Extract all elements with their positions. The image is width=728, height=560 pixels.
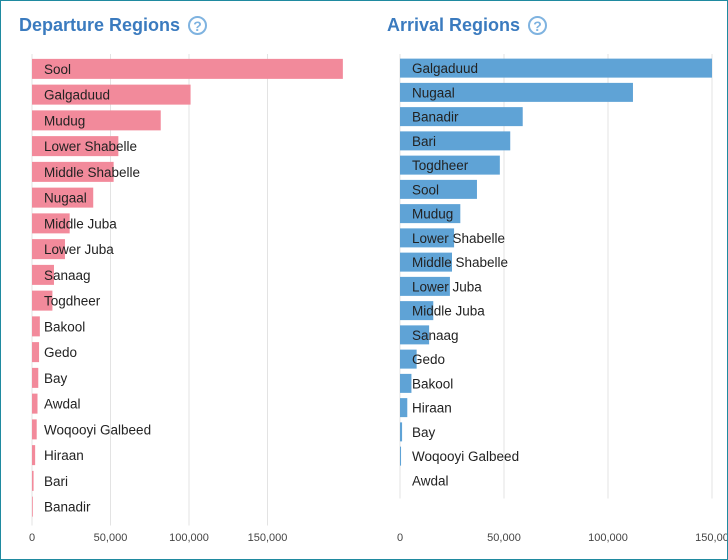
- departure-bar-label: Middle Juba: [44, 216, 117, 231]
- arrival-bar[interactable]: [400, 155, 500, 175]
- arrival-bar[interactable]: [400, 179, 477, 199]
- arrival-bar[interactable]: [400, 398, 408, 418]
- question-circle-icon[interactable]: ?: [188, 16, 208, 35]
- departure-bar[interactable]: [32, 58, 343, 79]
- departure-bar-label: Middle Shabelle: [44, 165, 140, 180]
- arrival-bar-label: Galgaduud: [412, 61, 478, 76]
- departure-panel-title: Departure Regions ?: [19, 15, 208, 36]
- arrival-bar[interactable]: [400, 204, 461, 224]
- departure-bar[interactable]: [32, 496, 33, 517]
- departure-bar[interactable]: [32, 393, 38, 414]
- arrival-bar[interactable]: [400, 58, 712, 78]
- departure-tick-label: 100,000: [169, 532, 209, 544]
- departure-bar[interactable]: [32, 136, 119, 157]
- arrival-bar-label: Bari: [412, 134, 436, 149]
- departure-bar[interactable]: [32, 316, 40, 337]
- arrival-tick-label: 50,000: [487, 532, 521, 544]
- arrival-bar-label: Middle Shabelle: [412, 255, 508, 270]
- arrival-bar[interactable]: [400, 107, 523, 127]
- arrival-bar-label: Woqooyi Galbeed: [412, 449, 519, 464]
- arrival-bar-label: Awdal: [412, 473, 449, 488]
- arrival-bar[interactable]: [400, 373, 412, 393]
- departure-tick-label: 0: [29, 532, 35, 544]
- departure-bar-label: Sanaag: [44, 268, 91, 283]
- arrival-bar-label: Gedo: [412, 352, 445, 367]
- departure-bar-label: Lower Shabelle: [44, 139, 137, 154]
- departure-bar-label: Awdal: [44, 397, 81, 412]
- departure-bar-label: Galgaduud: [44, 88, 110, 103]
- arrival-bar[interactable]: [400, 301, 434, 321]
- arrival-bar-label: Bay: [412, 425, 436, 440]
- arrival-bar-label: Sanaag: [412, 328, 459, 343]
- arrival-bar[interactable]: [400, 82, 633, 102]
- departure-title-text: Departure Regions: [19, 15, 181, 35]
- departure-bar-label: Woqooyi Galbeed: [44, 422, 151, 437]
- arrival-bar-label: Bakool: [412, 376, 453, 391]
- departure-bar[interactable]: [32, 419, 37, 440]
- departure-bar[interactable]: [32, 264, 54, 285]
- arrival-bar-label: Lower Shabelle: [412, 231, 505, 246]
- arrival-bar-label: Middle Juba: [412, 304, 485, 319]
- departure-bar-label: Gedo: [44, 345, 77, 360]
- departure-bar-label: Nugaal: [44, 191, 87, 206]
- arrival-bar[interactable]: [400, 276, 450, 296]
- departure-bar-label: Lower Juba: [44, 242, 114, 257]
- departure-tick-label: 50,000: [94, 532, 128, 544]
- arrival-bar[interactable]: [400, 252, 452, 272]
- departure-bar[interactable]: [32, 84, 191, 105]
- arrival-title-text: Arrival Regions: [387, 15, 521, 35]
- arrival-tick-label: 0: [397, 532, 403, 544]
- arrival-regions-chart: 0 50,000 100,000 150,00 Galgaduud Nugaal Banad…: [397, 54, 727, 544]
- departure-bar[interactable]: [32, 187, 94, 208]
- arrival-bar-label: Hiraan: [412, 401, 452, 416]
- departure-bar[interactable]: [32, 342, 40, 363]
- departure-bar-label: Bay: [44, 371, 68, 386]
- departure-bar-label: Mudug: [44, 113, 85, 128]
- departure-bar-label: Bakool: [44, 319, 85, 334]
- question-circle-icon[interactable]: ?: [528, 16, 548, 35]
- departure-bar-label: Sool: [44, 62, 71, 77]
- arrival-bar-label: Sool: [412, 182, 439, 197]
- departure-tick-label: 150,000: [248, 532, 288, 544]
- departure-bar-label: Bari: [44, 474, 68, 489]
- departure-bar[interactable]: [32, 290, 53, 311]
- departure-bar[interactable]: [32, 161, 114, 182]
- arrival-bar[interactable]: [400, 446, 402, 466]
- arrival-panel-title: Arrival Regions ?: [387, 15, 548, 36]
- arrival-bar[interactable]: [400, 325, 430, 345]
- arrival-bar-label: Nugaal: [412, 85, 455, 100]
- arrival-bar-label: Togdheer: [412, 158, 469, 173]
- departure-bar[interactable]: [32, 213, 70, 234]
- departure-bar-label: Togdheer: [44, 294, 101, 309]
- departure-bar[interactable]: [32, 470, 34, 491]
- departure-bar[interactable]: [32, 239, 65, 260]
- arrival-bar-label: Banadir: [412, 110, 459, 125]
- arrival-bar-label: Mudug: [412, 207, 453, 222]
- arrival-bar[interactable]: [400, 349, 417, 369]
- arrival-bar[interactable]: [400, 131, 511, 151]
- departure-bar[interactable]: [32, 110, 161, 131]
- arrival-bar-label: Lower Juba: [412, 279, 482, 294]
- arrival-bar[interactable]: [400, 422, 403, 442]
- arrival-bar[interactable]: [400, 228, 455, 248]
- arrival-tick-label: 100,000: [588, 532, 628, 544]
- departure-bar-label: Banadir: [44, 500, 91, 515]
- departure-bar-label: Hiraan: [44, 448, 84, 463]
- departure-regions-chart: 0 50,000 100,000 150,000 Sool Galgaduud Mudug L…: [29, 54, 343, 544]
- departure-bar[interactable]: [32, 367, 39, 388]
- arrival-tick-label: 150,00: [695, 532, 727, 544]
- departure-bar[interactable]: [32, 445, 36, 466]
